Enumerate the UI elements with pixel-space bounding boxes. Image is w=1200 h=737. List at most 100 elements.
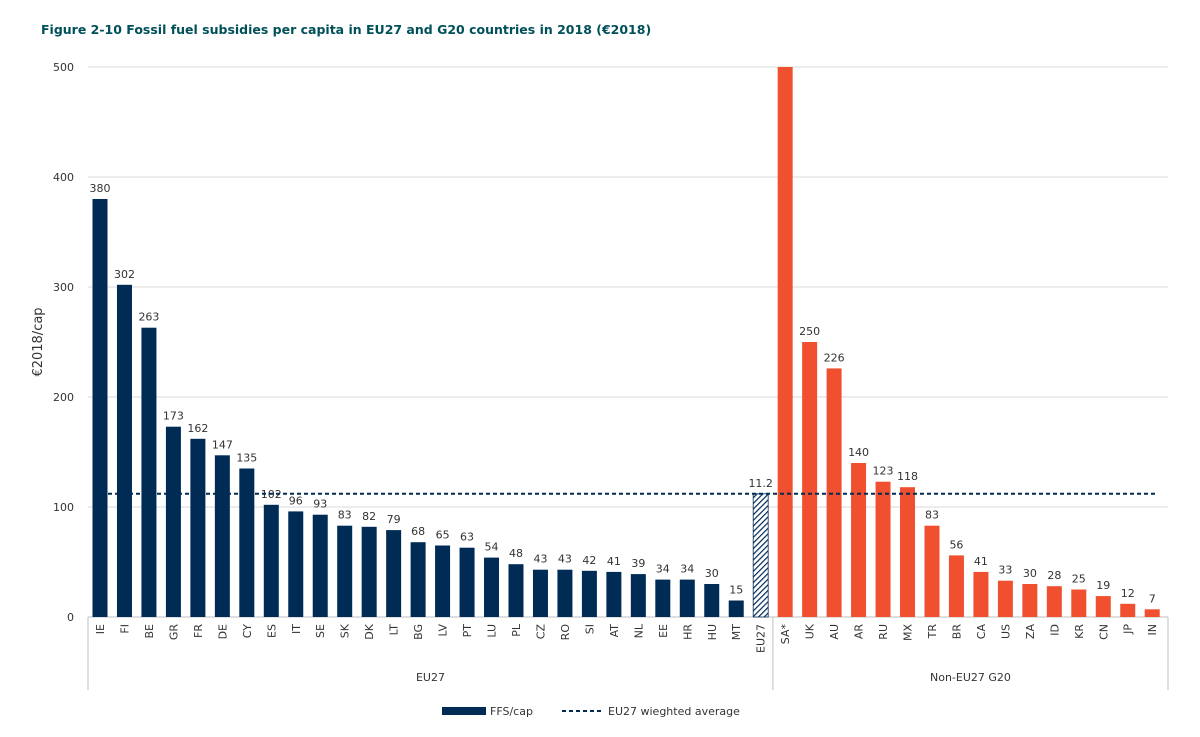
- data-label: 82: [362, 510, 376, 523]
- x-tick-label: MT: [730, 624, 743, 640]
- data-label: 54: [485, 541, 499, 554]
- bar-it: [288, 511, 304, 617]
- x-tick-label: HU: [706, 624, 719, 640]
- x-tick-label: TR: [926, 624, 939, 640]
- x-tick-label: BR: [950, 624, 963, 640]
- data-label: 65: [436, 529, 450, 542]
- group-label: Non-EU27 G20: [930, 671, 1011, 684]
- x-tick-label: IT: [290, 624, 303, 634]
- bar-sk: [337, 525, 353, 617]
- bar-fr: [190, 438, 206, 617]
- x-tick-label: AU: [828, 624, 841, 640]
- bar-mt: [728, 600, 744, 617]
- y-tick-label: 0: [67, 611, 74, 624]
- x-tick-label: PL: [510, 623, 523, 637]
- bar-ro: [557, 569, 573, 617]
- data-label: 28: [1047, 569, 1061, 582]
- data-label: 34: [680, 563, 694, 576]
- x-tick-label: DK: [363, 623, 376, 639]
- bar-si: [581, 570, 597, 617]
- bars: [92, 67, 1160, 618]
- data-label: 56: [949, 538, 963, 551]
- bar-ru: [875, 481, 891, 617]
- data-label: 68: [411, 525, 425, 538]
- x-tick-label: RU: [877, 624, 890, 640]
- x-tick-label: FR: [192, 624, 205, 638]
- data-label: 93: [313, 498, 327, 511]
- x-tick-label: BE: [143, 624, 156, 639]
- bar-lt: [386, 530, 402, 617]
- x-tick-label: EE: [657, 624, 670, 638]
- bar-at: [606, 571, 622, 617]
- bar-lv: [435, 545, 451, 617]
- x-tick-label: CN: [1097, 624, 1110, 640]
- x-tick-label: KR: [1073, 624, 1086, 639]
- x-tick-label: LT: [388, 624, 401, 636]
- x-tick-label: CY: [241, 624, 254, 638]
- x-tick-label: ID: [1048, 624, 1061, 636]
- bar-lu: [484, 557, 500, 617]
- bar-fi: [116, 284, 132, 617]
- data-label: 79: [387, 513, 401, 526]
- x-tick-label: CA: [975, 624, 988, 640]
- bar-uk: [802, 342, 818, 617]
- data-label: 15: [729, 584, 743, 597]
- data-label: 162: [187, 422, 208, 435]
- x-tick-label: SK: [339, 623, 352, 638]
- data-label: 43: [558, 553, 572, 566]
- x-tick-label: UK: [804, 623, 817, 639]
- x-tick-label: PT: [461, 624, 474, 638]
- y-tick-label: 300: [53, 281, 74, 294]
- bar-gr: [165, 426, 181, 617]
- data-label: 123: [873, 465, 894, 478]
- data-label: 96: [289, 494, 303, 507]
- data-label: 302: [114, 268, 135, 281]
- y-tick-label: 500: [53, 61, 74, 74]
- data-label: 263: [138, 311, 159, 324]
- chart-title: Figure 2-10 Fossil fuel subsidies per ca…: [41, 22, 652, 37]
- bar-ee: [655, 579, 671, 617]
- bar-cz: [532, 569, 548, 617]
- bar-mx: [900, 487, 916, 617]
- group-axis: EU27 Non-EU27 G20: [87, 617, 1169, 690]
- x-tick-label: MX: [902, 624, 915, 641]
- bar-eu27: [752, 493, 769, 618]
- bar-cy: [239, 468, 255, 617]
- bar-pl: [508, 564, 524, 617]
- bar-se: [312, 514, 328, 617]
- x-tick-label: RO: [559, 624, 572, 641]
- bar-bg: [410, 542, 426, 617]
- bar-es: [263, 504, 279, 617]
- data-label: 30: [705, 567, 719, 580]
- data-label: 83: [925, 509, 939, 522]
- bar-sa: [777, 67, 793, 617]
- bar-be: [141, 327, 157, 617]
- bar-ar: [851, 463, 867, 617]
- data-label: 39: [631, 557, 645, 570]
- x-tick-label: SE: [314, 624, 327, 638]
- data-label: 41: [974, 555, 988, 568]
- x-tick-label: BG: [412, 624, 425, 640]
- bar-hu: [704, 584, 720, 617]
- y-tick-label: 100: [53, 501, 74, 514]
- data-label: 30: [1023, 567, 1037, 580]
- data-label: 43: [533, 553, 547, 566]
- x-tick-label: IE: [94, 624, 107, 634]
- bar-cn: [1095, 596, 1111, 617]
- group-label: EU27: [416, 671, 445, 684]
- data-label: 63: [460, 531, 474, 544]
- bar-in: [1144, 609, 1160, 617]
- data-label: 140: [848, 446, 869, 459]
- legend-label: FFS/cap: [490, 705, 533, 718]
- bar-hr: [679, 579, 695, 617]
- data-label: 118: [897, 470, 918, 483]
- x-tick-label: ZA: [1024, 624, 1037, 640]
- bar-ie: [92, 199, 108, 617]
- x-tick-label: NL: [632, 623, 645, 638]
- data-label: 34: [656, 563, 670, 576]
- x-tick-label: SI: [583, 624, 596, 634]
- y-tick-label: 400: [53, 171, 74, 184]
- x-tick-label: IN: [1146, 624, 1159, 635]
